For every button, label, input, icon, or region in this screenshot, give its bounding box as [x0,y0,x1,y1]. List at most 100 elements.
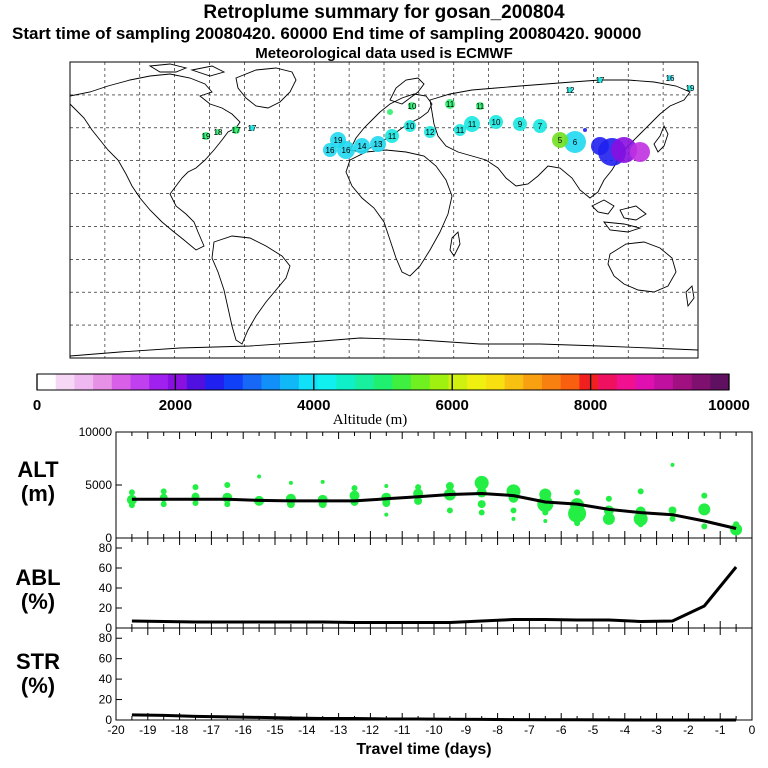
altitude-scatter-point [320,479,325,484]
plume-day-label: 16 [666,74,675,83]
plume-dot [489,115,503,129]
colorbar-swatch [111,374,131,390]
plume-day-label: 10 [492,118,501,127]
altitude-scatter-point [670,462,675,467]
colorbar-swatch [448,374,468,390]
colorbar-swatch [467,374,487,390]
panel-alt: 0 5000 10000 [79,425,753,545]
x-tick-label: -7 [524,723,535,737]
altitude-scatter-point [257,474,262,479]
plume-dot [597,77,603,83]
plume-dot [387,109,393,115]
y-tick-label: 60 [99,652,113,666]
x-tick-label: -9 [460,723,471,737]
x-axis-title: Travel time (days) [356,741,491,758]
plume-dot [408,102,416,110]
colorbar-swatch [541,374,561,390]
asia-coast [429,79,691,199]
x-tick-label: -12 [362,723,380,737]
colorbar-swatch [354,374,374,390]
alt-axis-label: ALT (m) [17,457,59,506]
plume-day-label: 11 [476,102,485,111]
plume-day-label: 11 [468,120,477,129]
plume-dot [330,132,346,148]
y-tick-label: 20 [99,693,113,707]
plume-day-label: 19 [202,132,211,141]
altitude-scatter-point [568,504,587,523]
y-tick-label: 40 [99,581,113,595]
plume-dot [385,129,399,143]
plume-dot [591,137,609,155]
antarctica-coast [69,337,699,357]
x-tick-label: -19 [139,723,157,737]
panel-abl: 0 20 40 60 80 [99,537,753,635]
colorbar-swatch [149,374,169,390]
colorbar-swatch [167,374,187,390]
altitude-scatter-point [701,523,708,530]
plume-day-label: 17 [596,76,605,85]
plume-dot [567,87,573,93]
altitude-scatter-point [633,511,648,526]
plume-dot [445,99,455,109]
altitude-scatter-point [477,500,486,509]
x-tick-label: -4 [619,723,630,737]
colorbar-swatch [411,374,431,390]
plume-day-label: 17 [248,124,257,133]
x-tick-label: -11 [394,723,411,737]
altitude-scatter-point [384,484,389,489]
plume-dot [202,132,210,140]
scandinavia-coast [389,77,425,105]
str-axis-label: STR (%) [16,649,60,698]
colorbar-swatch [373,374,393,390]
y-tick-label: 80 [99,541,113,555]
plume-day-label: 12 [426,128,435,137]
colorbar-swatch [336,374,356,390]
altitude-scatter-point [474,475,489,490]
altitude-scatter-point [415,484,422,491]
plume-dot [564,131,586,153]
plume-dot [215,129,221,135]
plume-dot [354,138,370,154]
altitude-scatter-point [192,484,199,491]
plume-dot [667,75,673,81]
north-america-coast [69,73,241,251]
madagascar-coast [449,231,461,257]
x-tick-label: -20 [107,723,125,737]
altitude-colorbar: 0 2000 4000 6000 8000 10000 [33,373,750,414]
altitude-scatter-point [414,496,423,505]
colorbar-swatch [616,374,636,390]
colorbar-swatch [130,374,150,390]
colorbar-swatch [691,374,711,390]
x-tick-label: -17 [203,723,221,737]
colorbar-swatch [242,374,262,390]
colorbar-swatch [560,374,580,390]
colorbar-swatch [317,374,337,390]
plume-dot [533,119,547,133]
colorbar-swatch [298,374,318,390]
plume-day-label: 16 [326,146,335,155]
x-tick-label: -1 [715,723,726,737]
altitude-scatter-point [445,482,454,491]
africa-coast [345,149,453,277]
y-tick-label: 10000 [79,425,113,439]
altitude-scatter-point [128,489,135,496]
colorbar-swatch [672,374,692,390]
altitude-scatter-point [382,499,391,508]
y-tick-label: 40 [99,672,113,686]
y-tick-label: 60 [99,561,113,575]
panel-frame [115,537,753,629]
southeast-asia-islands [591,199,647,233]
south-america-coast [211,235,291,345]
plume-day-label: 17 [232,126,241,135]
plume-dot [404,120,416,132]
colorbar-swatch [224,374,244,390]
plume-day-label: 18 [214,128,223,137]
x-tick-label: -15 [266,723,284,737]
alt-series-line [131,492,737,530]
plume-day-label: 11 [388,132,397,141]
x-tick-label: -6 [556,723,567,737]
altitude-scatter-point [192,500,199,507]
